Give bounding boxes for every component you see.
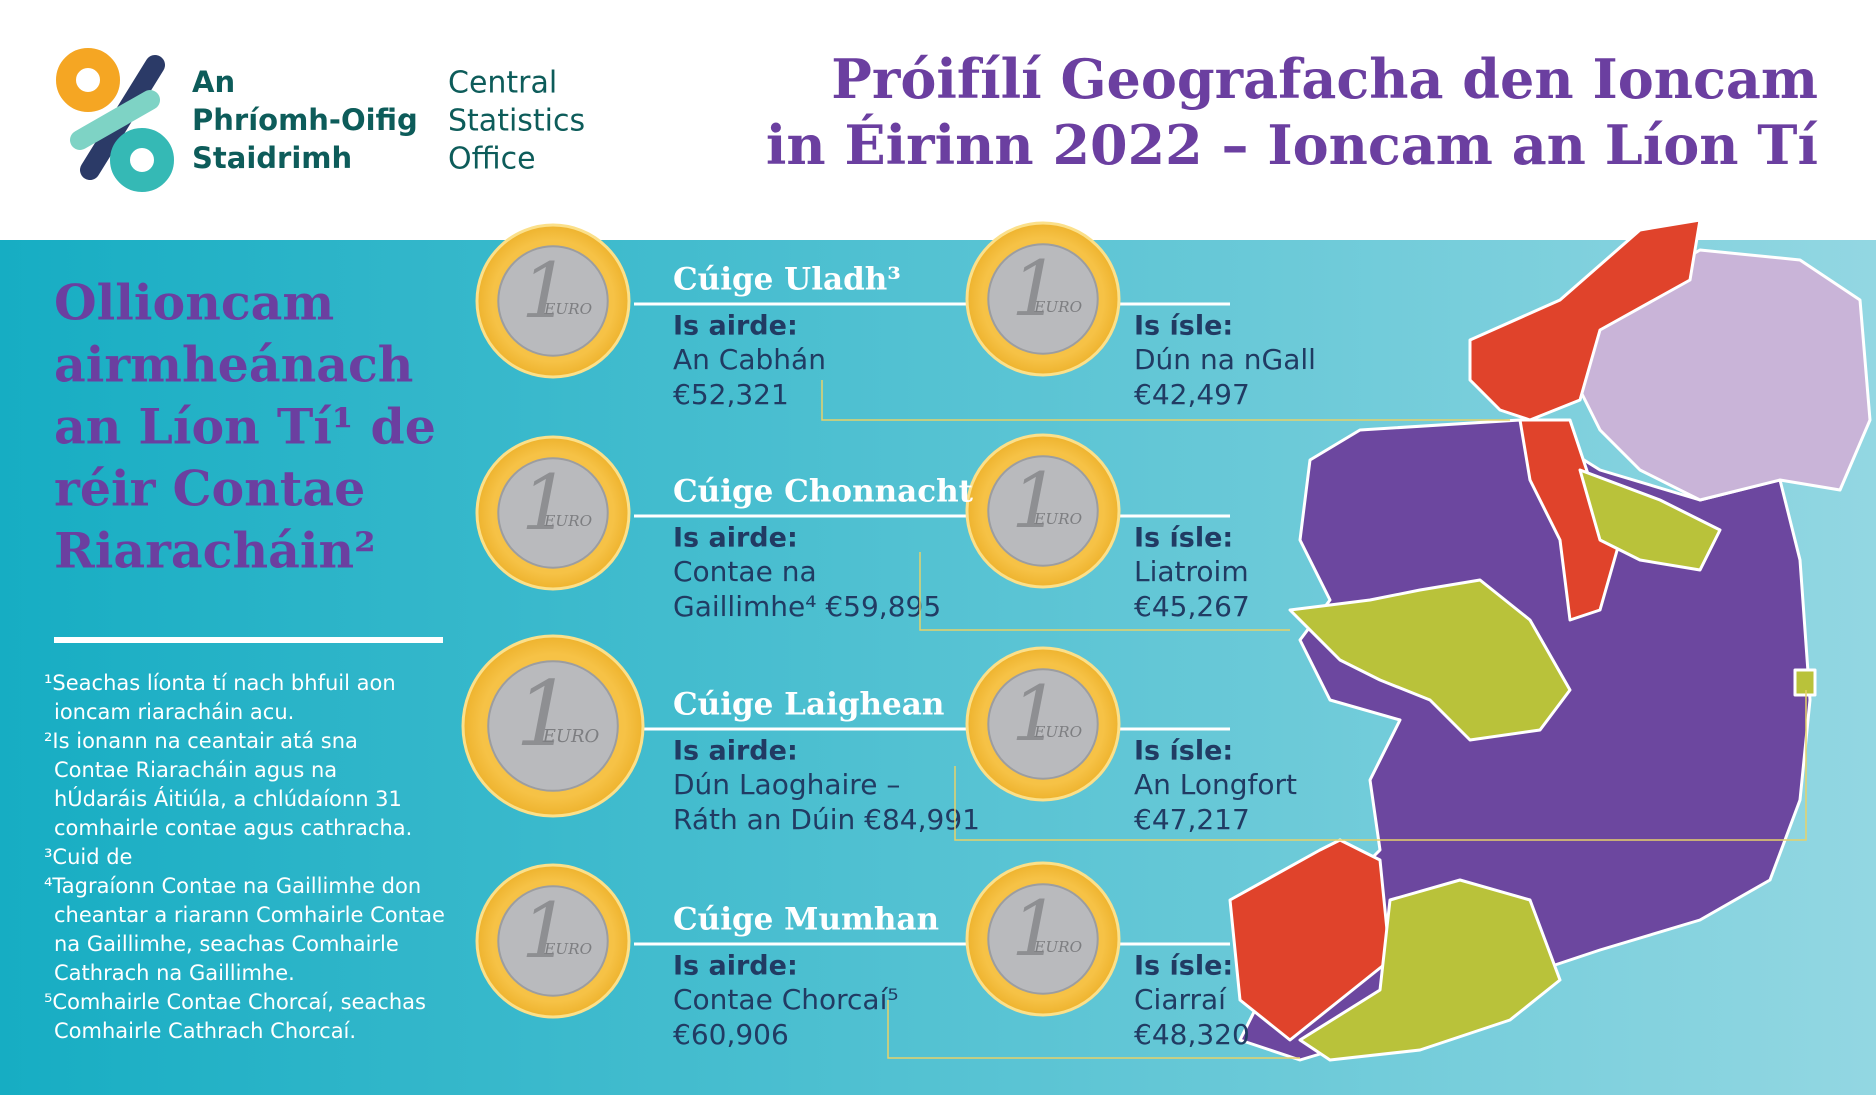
sidebar-heading: réir Contae xyxy=(54,460,365,518)
coin-core xyxy=(497,885,609,997)
coin-numeral: 1 xyxy=(1011,669,1059,758)
footnote: hÚdaráis Áitiúla, a chlúdaíonn 31 xyxy=(54,786,402,811)
logo-english: Central xyxy=(448,66,557,101)
logo-irish: An xyxy=(192,65,235,99)
coin-numeral: 1 xyxy=(1011,456,1059,545)
county-income: Liatroim xyxy=(1134,555,1249,588)
county-income: €45,267 xyxy=(1134,590,1250,623)
sidebar-heading: Ollioncam xyxy=(54,274,334,332)
rank-label: Is airde: xyxy=(673,523,798,554)
coin-core xyxy=(497,245,609,357)
footnote: ³Cuid de xyxy=(44,845,132,869)
footnote: Comhairle Cathrach Chorcaí. xyxy=(54,1019,356,1043)
coin-numeral: 1 xyxy=(515,662,572,767)
rank-label: Is airde: xyxy=(673,311,798,342)
county-income: €60,906 xyxy=(673,1018,789,1051)
rank-label: Is airde: xyxy=(673,736,798,767)
rank-label: Is ísle: xyxy=(1134,951,1233,982)
title: Próifílí Geografacha den Ioncam xyxy=(831,47,1818,111)
coin-unit: EURO xyxy=(543,300,592,318)
logo-english: Statistics xyxy=(448,104,585,139)
province-name: Cúige Uladh³ xyxy=(673,262,901,298)
coin-numeral: 1 xyxy=(521,458,569,547)
county-income: An Cabhán xyxy=(673,343,826,376)
rank-label: Is ísle: xyxy=(1134,311,1233,342)
sidebar-heading: airmheánach xyxy=(54,336,413,394)
coin-unit: EURO xyxy=(543,512,592,530)
footnote: ⁵Comhairle Contae Chorcaí, seachas xyxy=(44,990,426,1014)
rank-label: Is airde: xyxy=(673,951,798,982)
sidebar-heading: Riaracháin² xyxy=(54,522,376,580)
coin-core xyxy=(987,243,1099,355)
coin-core xyxy=(987,668,1099,780)
county-income: Contae na xyxy=(673,555,817,588)
coin-unit: EURO xyxy=(1033,510,1082,528)
rule xyxy=(54,637,443,643)
title: in Éirinn 2022 – Ioncam an Líon Tí xyxy=(766,113,1819,177)
sidebar-heading: an Líon Tí¹ de xyxy=(54,398,436,456)
county-income: €47,217 xyxy=(1134,803,1250,836)
footnote: ¹Seachas líonta tí nach bhfuil aon xyxy=(44,671,396,695)
county-income: Ráth an Dúin €84,991 xyxy=(673,803,980,836)
footnote: ⁴Tagraíonn Contae na Gaillimhe don xyxy=(44,874,421,898)
county-income: Contae Chorcaí⁵ xyxy=(673,983,899,1016)
province-name: Cúige Laighean xyxy=(673,687,944,723)
footnote: Cathrach na Gaillimhe. xyxy=(54,961,295,985)
footnote: Contae Riaracháin agus na xyxy=(54,758,337,782)
county-income: Dún Laoghaire – xyxy=(673,768,900,801)
coin-unit: EURO xyxy=(1033,298,1082,316)
coin-core xyxy=(487,660,619,792)
rank-label: Is ísle: xyxy=(1134,736,1233,767)
county-income: Dún na nGall xyxy=(1134,343,1316,376)
footnote: ioncam riaracháin acu. xyxy=(54,700,294,724)
province-name: Cúige Mumhan xyxy=(673,902,939,938)
county-income: €52,321 xyxy=(673,378,789,411)
coin-core xyxy=(987,455,1099,567)
coin-core xyxy=(497,457,609,569)
logo-irish: Staidrimh xyxy=(192,141,352,175)
logo xyxy=(56,48,174,192)
rank-label: Is ísle: xyxy=(1134,523,1233,554)
map xyxy=(1228,218,1872,1062)
county-income: Gaillimhe⁴ €59,895 xyxy=(673,590,941,623)
county-income: €42,497 xyxy=(1134,378,1250,411)
coin-unit: EURO xyxy=(543,940,592,958)
coin-numeral: 1 xyxy=(521,246,569,335)
coin-numeral: 1 xyxy=(521,886,569,975)
county-income: €48,320 xyxy=(1134,1018,1250,1051)
logo-english: Office xyxy=(448,142,536,177)
connectors xyxy=(821,380,1807,1059)
footnote: ²Is ionann na ceantair atá sna xyxy=(44,729,358,753)
coin-unit: EURO xyxy=(1033,938,1082,956)
logo-irish: Phríomh-Oifig xyxy=(192,103,418,137)
footnote: na Gaillimhe, seachas Comhairle xyxy=(54,932,399,956)
province-name: Cúige Chonnacht xyxy=(673,474,974,510)
coin-unit: EURO xyxy=(542,726,600,747)
coin-core xyxy=(987,883,1099,995)
coin-unit: EURO xyxy=(1033,723,1082,741)
coin-numeral: 1 xyxy=(1011,884,1059,973)
county-income: An Longfort xyxy=(1134,768,1297,801)
footnote: comhairle contae agus cathracha. xyxy=(54,816,412,840)
coin-numeral: 1 xyxy=(1011,244,1059,333)
county-income: Ciarraí xyxy=(1134,983,1227,1016)
footnote: cheantar a riarann Comhairle Contae xyxy=(54,903,445,927)
